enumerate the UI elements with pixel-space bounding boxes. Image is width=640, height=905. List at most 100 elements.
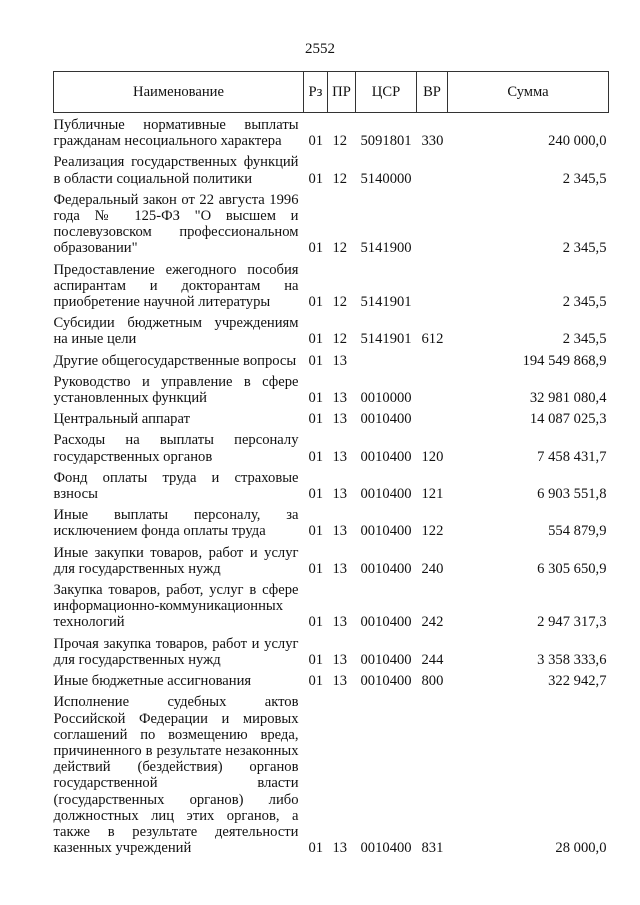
- pr-cell: 13: [332, 486, 348, 503]
- table-row: Иные выплаты персоналу, за исключением ф…: [54, 503, 609, 540]
- sum-cell: 6 305 650,9: [537, 560, 607, 577]
- rz-cell: 01: [308, 170, 324, 187]
- table-row: Иные бюджетные ассигнования 01 13 0010400 80…: [54, 669, 609, 690]
- csr-cell: 5141901: [360, 331, 412, 348]
- name-cell: Иные бюджетные ассигнования: [53, 673, 252, 690]
- table-row: Публичные нормативные выплаты гражданам …: [54, 113, 609, 151]
- sum-cell: 2 345,5: [562, 170, 607, 187]
- pr-cell: 12: [332, 133, 348, 150]
- vr-cell: 612: [421, 331, 444, 348]
- csr-cell: [356, 349, 417, 370]
- table-row: Фонд оплаты труда и страховые взносы 01 13…: [54, 466, 609, 503]
- table-row: Субсидии бюджетным учреждениям на иные ц…: [54, 311, 609, 348]
- csr-cell: 5141900: [360, 240, 412, 257]
- vr-cell: 122: [421, 523, 444, 540]
- pr-cell: 13: [332, 523, 348, 540]
- vr-cell: [417, 258, 448, 312]
- pr-cell: 13: [332, 673, 348, 690]
- pr-cell: 12: [332, 331, 348, 348]
- sum-cell: 32 981 080,4: [529, 390, 607, 407]
- pr-cell: 13: [332, 411, 348, 428]
- sum-cell: 2 345,5: [562, 331, 607, 348]
- sum-cell: 28 000,0: [555, 840, 607, 857]
- rz-cell: 01: [308, 673, 324, 690]
- vr-cell: [417, 150, 448, 187]
- csr-cell: 0010400: [360, 448, 412, 465]
- name-cell: Руководство и управление в сфере установ…: [53, 373, 299, 407]
- rz-cell: 01: [308, 390, 324, 407]
- header-vr: ВР: [416, 71, 448, 113]
- table-row: Прочая закупка товаров, работ и услуг дл…: [54, 632, 609, 669]
- name-cell: Центральный аппарат: [53, 411, 190, 428]
- csr-cell: 0010400: [360, 673, 412, 690]
- name-cell: Реализация государственных функций в обл…: [53, 154, 299, 187]
- pr-cell: 12: [332, 294, 348, 311]
- pr-cell: 13: [332, 560, 348, 577]
- pr-cell: 12: [332, 240, 348, 257]
- vr-cell: 800: [421, 673, 444, 690]
- csr-cell: 0010400: [360, 560, 412, 577]
- table-row: Реализация государственных функций в обл…: [54, 150, 609, 187]
- table-row: Федеральный закон от 22 августа 1996 год…: [54, 188, 609, 258]
- header-csr: ЦСР: [355, 71, 417, 113]
- sum-cell: 240 000,0: [548, 133, 607, 150]
- rz-cell: 01: [308, 133, 324, 150]
- pr-cell: 13: [332, 390, 348, 407]
- vr-cell: [417, 407, 448, 428]
- table-row: Исполнение судебных актов Российской Фед…: [54, 690, 609, 857]
- sum-cell: 2 345,5: [562, 294, 607, 311]
- sum-cell: 7 458 431,7: [537, 448, 607, 465]
- rz-cell: 01: [308, 331, 324, 348]
- vr-cell: [417, 349, 448, 370]
- rz-cell: 01: [308, 240, 324, 257]
- vr-cell: [417, 188, 448, 258]
- sum-cell: 2 947 317,3: [537, 614, 607, 631]
- pr-cell: 13: [332, 614, 348, 631]
- rz-cell: 01: [308, 523, 324, 540]
- sum-cell: 322 942,7: [548, 673, 607, 690]
- header-rz: Рз: [303, 71, 328, 113]
- vr-cell: 831: [421, 840, 444, 857]
- pr-cell: 13: [332, 352, 348, 369]
- name-cell: Фонд оплаты труда и страховые взносы: [53, 469, 299, 503]
- name-cell: Исполнение судебных актов Российской Фед…: [53, 694, 299, 857]
- name-cell: Федеральный закон от 22 августа 1996 год…: [53, 191, 299, 257]
- vr-cell: 330: [421, 133, 444, 150]
- vr-cell: [417, 370, 448, 407]
- name-cell: Другие общегосударственные вопросы: [53, 352, 297, 369]
- pr-cell: 13: [332, 651, 348, 668]
- table-row: Центральный аппарат 01 13 0010400 14 087 025…: [54, 407, 609, 428]
- name-cell: Субсидии бюджетным учреждениям на иные ц…: [53, 315, 299, 348]
- sum-cell: 194 549 868,9: [522, 352, 607, 369]
- header-name: Наименование: [53, 71, 304, 113]
- rz-cell: 01: [308, 486, 324, 503]
- csr-cell: 0010400: [360, 651, 412, 668]
- rz-cell: 01: [308, 651, 324, 668]
- csr-cell: 5141901: [360, 294, 412, 311]
- sum-cell: 14 087 025,3: [529, 411, 607, 428]
- csr-cell: 0010400: [360, 486, 412, 503]
- table-row: Расходы на выплаты персоналу государстве…: [54, 428, 609, 465]
- rz-cell: 01: [308, 448, 324, 465]
- vr-cell: 242: [421, 614, 444, 631]
- budget-table: Наименование Рз ПР ЦСР ВР Сумма Публичны…: [53, 71, 609, 857]
- table-row: Другие общегосударственные вопросы 01 13 19…: [54, 349, 609, 370]
- sum-cell: 554 879,9: [548, 523, 607, 540]
- csr-cell: 0010400: [360, 411, 412, 428]
- csr-cell: 0010400: [360, 614, 412, 631]
- rz-cell: 01: [308, 560, 324, 577]
- csr-cell: 0010400: [360, 840, 412, 857]
- vr-cell: 240: [421, 560, 444, 577]
- name-cell: Иные выплаты персоналу, за исключением ф…: [53, 507, 299, 540]
- vr-cell: 121: [421, 486, 444, 503]
- sum-cell: 3 358 333,6: [537, 651, 607, 668]
- table-row: Предоставление ежегодного пособия аспира…: [54, 258, 609, 312]
- csr-cell: 5140000: [360, 170, 412, 187]
- csr-cell: 0010000: [360, 390, 412, 407]
- pr-cell: 13: [332, 448, 348, 465]
- rz-cell: 01: [308, 352, 324, 369]
- pr-cell: 12: [332, 170, 348, 187]
- name-cell: Прочая закупка товаров, работ и услуг дл…: [53, 635, 299, 668]
- sum-cell: 2 345,5: [562, 240, 607, 257]
- name-cell: Публичные нормативные выплаты гражданам …: [53, 117, 299, 150]
